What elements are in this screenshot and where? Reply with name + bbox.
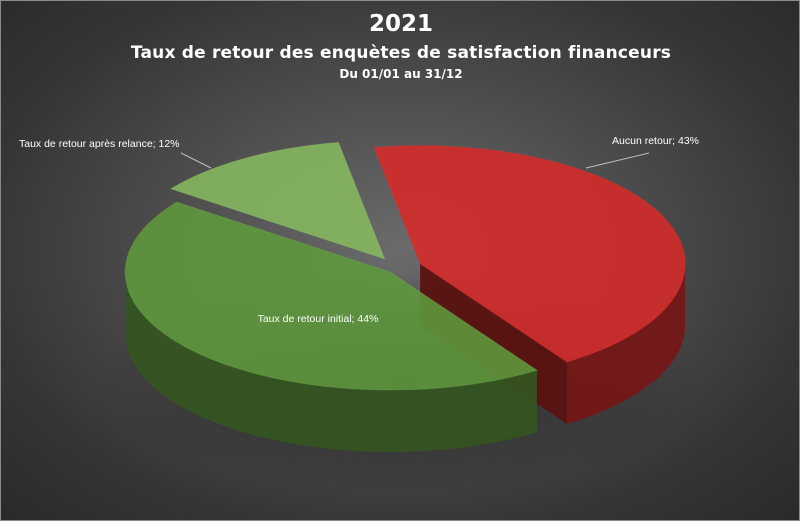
pie-slice-side-1 xyxy=(566,263,686,424)
chart-subtitle: Taux de retour des enquètes de satisfact… xyxy=(130,43,672,63)
pie-slice-1 xyxy=(373,145,686,363)
pie-slice-3 xyxy=(169,141,386,260)
data-label-2: Taux de retour initial; 44% xyxy=(258,313,379,325)
leader-line-3 xyxy=(180,152,212,169)
pie-slice-2 xyxy=(124,201,539,391)
data-label-1: Aucun retour; 43% xyxy=(612,135,699,147)
data-label-3: Taux de retour après relance; 12% xyxy=(19,138,180,150)
chart-period: Du 01/01 au 31/12 xyxy=(339,67,463,81)
leader-line-1 xyxy=(585,152,650,169)
pie-slice-side-2 xyxy=(125,272,537,453)
chart-title: 2021 xyxy=(368,11,433,37)
